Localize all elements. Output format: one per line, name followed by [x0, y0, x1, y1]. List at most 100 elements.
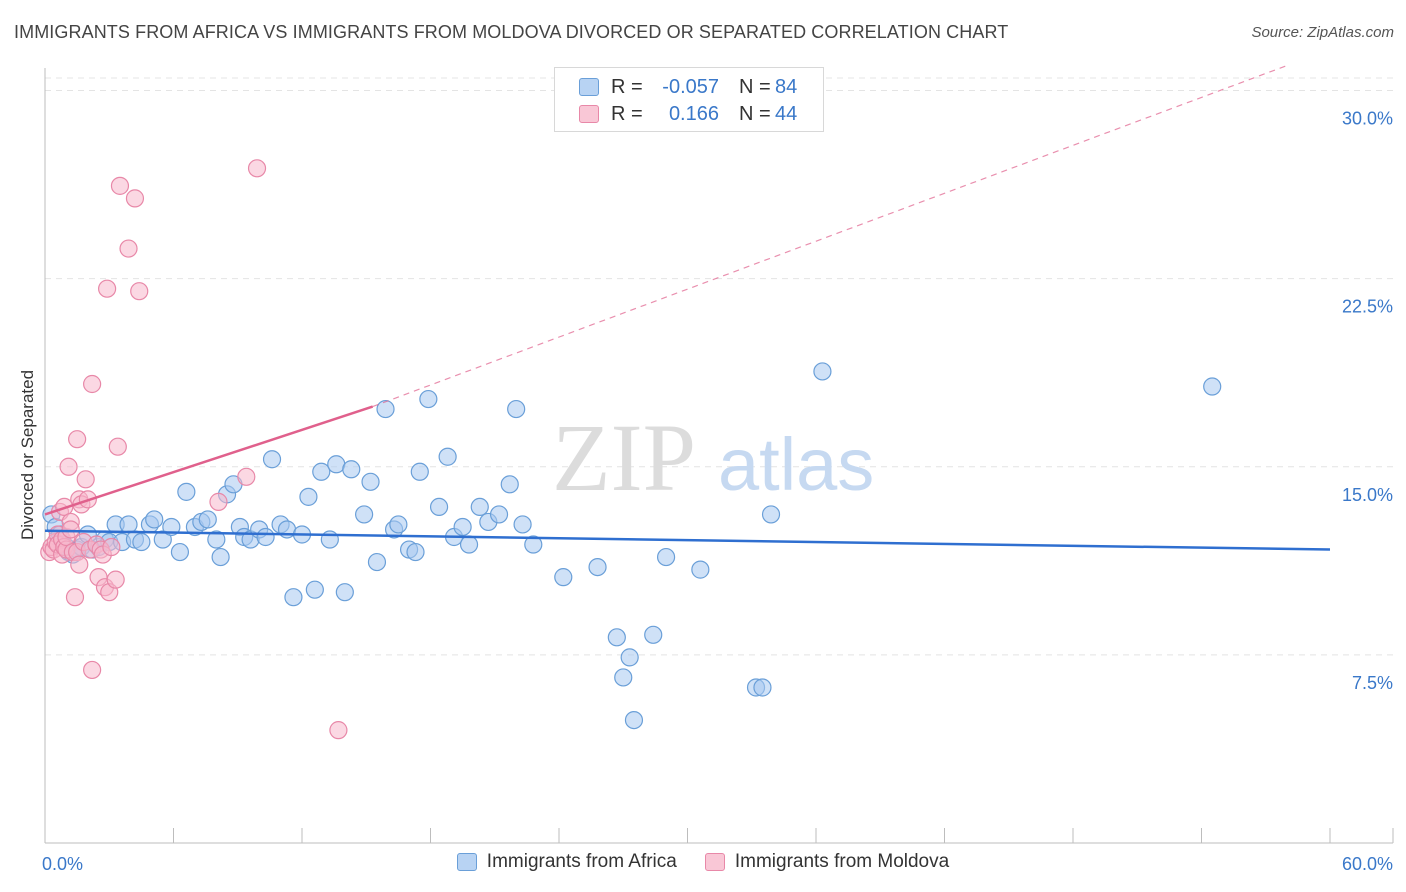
africa-point: [761, 505, 781, 524]
grid-lines: [45, 77, 1393, 656]
x-tick-label-max: 60.0%: [1342, 854, 1393, 874]
africa-point: [470, 497, 489, 517]
africa-point: [554, 568, 573, 587]
africa-point: [524, 535, 543, 554]
moldova-trend-line-dashed: [372, 64, 1288, 408]
moldova-point: [98, 279, 117, 298]
africa-point: [438, 447, 457, 466]
africa-point: [429, 497, 449, 517]
africa-point: [507, 399, 526, 419]
africa-point: [284, 588, 303, 607]
series-label-africa: Immigrants from Africa: [486, 851, 677, 872]
africa-point: [406, 542, 425, 562]
africa-point: [588, 557, 607, 577]
legend-swatch-moldova: [579, 105, 599, 123]
moldova-point: [119, 239, 138, 258]
africa-point: [177, 482, 196, 501]
moldova-point: [102, 537, 121, 557]
africa-point: [305, 580, 324, 599]
africa-point: [119, 515, 138, 534]
watermark: ZIP atlas: [552, 404, 874, 511]
stats-legend: R = -0.057 N = 84 R = 0.166 N = 44: [554, 67, 824, 132]
africa-point: [361, 472, 380, 491]
moldova-point: [68, 430, 87, 449]
africa-point: [256, 527, 275, 547]
africa-point: [132, 532, 151, 552]
moldova-point: [108, 437, 127, 456]
africa-point: [312, 462, 331, 481]
africa-point: [500, 475, 519, 494]
africa-point: [342, 460, 361, 479]
africa-point: [607, 628, 626, 647]
legend-r-value-moldova: 0.166: [668, 102, 719, 125]
africa-point: [453, 517, 472, 537]
africa-point: [419, 389, 438, 409]
africa-point: [198, 510, 217, 529]
watermark-zip: ZIP: [552, 404, 696, 511]
y-tick-label: 22.5%: [1342, 297, 1393, 317]
legend-row-moldova: R = 0.166 N = 44: [579, 101, 797, 127]
moldova-point: [209, 492, 228, 511]
africa-point: [459, 535, 479, 554]
africa-point: [644, 625, 663, 644]
legend-n-value-africa: 84: [775, 75, 798, 98]
y-tick-label: 15.0%: [1342, 485, 1393, 505]
moldova-point: [110, 176, 130, 195]
moldova-point: [125, 189, 145, 208]
axis-labels: 7.5% 15.0% 22.5% 30.0% 0.0% 60.0% Divorced or …: [18, 109, 1393, 874]
legend-n-value-moldova: 44: [775, 102, 798, 125]
africa-point: [335, 583, 354, 602]
africa-point: [320, 530, 339, 549]
trend-lines: [44, 64, 1331, 551]
moldova-point: [130, 282, 149, 301]
moldova-point: [65, 588, 85, 607]
africa-point: [262, 450, 282, 469]
legend-r-value-africa: -0.057: [662, 75, 719, 98]
africa-point: [624, 710, 644, 730]
series-swatch-moldova: [704, 853, 725, 871]
chart-title: IMMIGRANTS FROM AFRICA VS IMMIGRANTS FRO…: [14, 22, 1009, 42]
moldova-point: [70, 555, 89, 574]
africa-point: [170, 542, 190, 562]
africa-point: [153, 530, 172, 549]
y-tick-label: 7.5%: [1352, 673, 1393, 693]
source-label: Source: ZipAtlas.com: [1251, 24, 1394, 41]
africa-point: [211, 547, 230, 567]
moldova-point: [247, 159, 267, 178]
series-legend-africa: Immigrants from Africa: [456, 851, 677, 873]
moldova-point: [329, 721, 348, 740]
series-legend-moldova: Immigrants from Moldova: [704, 851, 950, 873]
series-legend: Immigrants from Africa Immigrants from M…: [0, 851, 1406, 873]
y-axis-label: Divorced or Separated: [18, 370, 37, 540]
moldova-point: [237, 467, 256, 486]
legend-r-label: R =: [611, 75, 643, 98]
africa-point: [145, 510, 164, 529]
moldova-point: [59, 457, 78, 476]
legend-swatch-africa: [579, 78, 599, 96]
series-label-moldova: Immigrants from Moldova: [734, 851, 950, 872]
africa-point: [355, 505, 374, 524]
moldova-trend-line-solid: [44, 405, 374, 516]
moldova-point: [83, 374, 102, 394]
africa-point: [656, 547, 676, 567]
africa-point: [813, 362, 832, 381]
africa-point: [376, 399, 395, 419]
africa-point: [207, 530, 226, 549]
series-swatch-africa: [456, 853, 477, 871]
africa-point: [513, 515, 532, 534]
y-tick-label: 30.0%: [1342, 109, 1393, 129]
africa-trend-line-solid: [44, 529, 1331, 551]
legend-n-label: N =: [739, 102, 771, 125]
africa-point: [691, 560, 710, 579]
africa-point: [620, 648, 639, 667]
africa-point: [410, 462, 429, 481]
x-tick-label-min: 0.0%: [42, 854, 83, 874]
data-points: [40, 159, 1222, 740]
africa-point: [489, 505, 509, 524]
moldova-point: [106, 570, 125, 589]
legend-row-africa: R = -0.057 N = 84: [579, 74, 797, 100]
africa-point: [299, 487, 318, 506]
legend-n-label: N =: [739, 75, 771, 98]
moldova-point: [61, 520, 80, 539]
